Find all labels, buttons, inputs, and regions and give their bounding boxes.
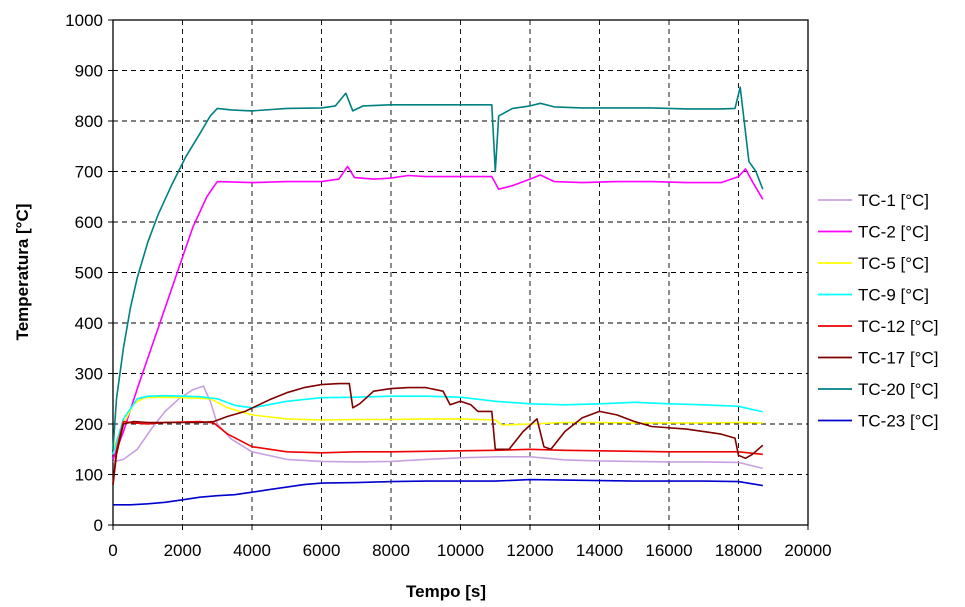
y-tick-labels: 0 100 200 300 400 500 600 700 800 900 1000 xyxy=(65,11,113,535)
x-tick-label: 2000 xyxy=(164,541,202,560)
x-tick-label: 10000 xyxy=(437,541,484,560)
y-tick-label: 900 xyxy=(75,62,103,81)
y-tick-label: 700 xyxy=(75,163,103,182)
series-line-5 xyxy=(112,420,763,485)
x-tick-label: 16000 xyxy=(645,541,692,560)
x-tick-label: 12000 xyxy=(506,541,553,560)
y-tick-label: 400 xyxy=(75,314,103,333)
series-lines xyxy=(112,86,764,506)
x-tick-labels: 0 2000 4000 6000 8000 10000 12000 14000 16000 180… xyxy=(108,525,832,560)
legend-label: TC-9 [°C] xyxy=(858,286,929,305)
legend-label: TC-17 [°C] xyxy=(858,349,938,368)
y-tick-label: 300 xyxy=(75,365,103,384)
y-tick-label: 1000 xyxy=(65,11,103,30)
x-axis-title: Tempo [s] xyxy=(406,582,486,601)
series-line-6 xyxy=(112,382,764,485)
x-tick-label: 14000 xyxy=(576,541,623,560)
series-line-7 xyxy=(112,86,764,450)
x-tick-label: 18000 xyxy=(715,541,762,560)
y-tick-label: 100 xyxy=(75,466,103,485)
legend-label: TC-23 [°C] xyxy=(858,412,938,431)
series-line-8 xyxy=(113,478,763,506)
grid-lines xyxy=(113,20,808,525)
legend-label: TC-12 [°C] xyxy=(858,317,938,336)
x-tick-label: 20000 xyxy=(784,541,831,560)
series-line-2 xyxy=(112,165,764,460)
legend: TC-1 [°C] TC-2 [°C] TC-5 [°C] TC-9 [°C] TC-1… xyxy=(818,191,938,431)
legend-label: TC-5 [°C] xyxy=(858,254,929,273)
legend-label: TC-20 [°C] xyxy=(858,380,938,399)
y-tick-label: 800 xyxy=(75,112,103,131)
series-line-4 xyxy=(112,394,763,455)
x-tick-label: 8000 xyxy=(372,541,410,560)
y-tick-label: 200 xyxy=(75,415,103,434)
y-tick-label: 500 xyxy=(75,264,103,283)
x-tick-label: 4000 xyxy=(233,541,271,560)
legend-label: TC-1 [°C] xyxy=(858,191,929,210)
series-line-1 xyxy=(112,385,763,470)
y-tick-label: 0 xyxy=(94,516,103,535)
series-line-3 xyxy=(112,396,763,450)
y-axis-title: Temperatura [°C] xyxy=(13,204,32,341)
y-tick-label: 600 xyxy=(75,213,103,232)
legend-label: TC-2 [°C] xyxy=(858,223,929,242)
x-tick-label: 6000 xyxy=(303,541,341,560)
x-tick-label: 0 xyxy=(108,541,117,560)
